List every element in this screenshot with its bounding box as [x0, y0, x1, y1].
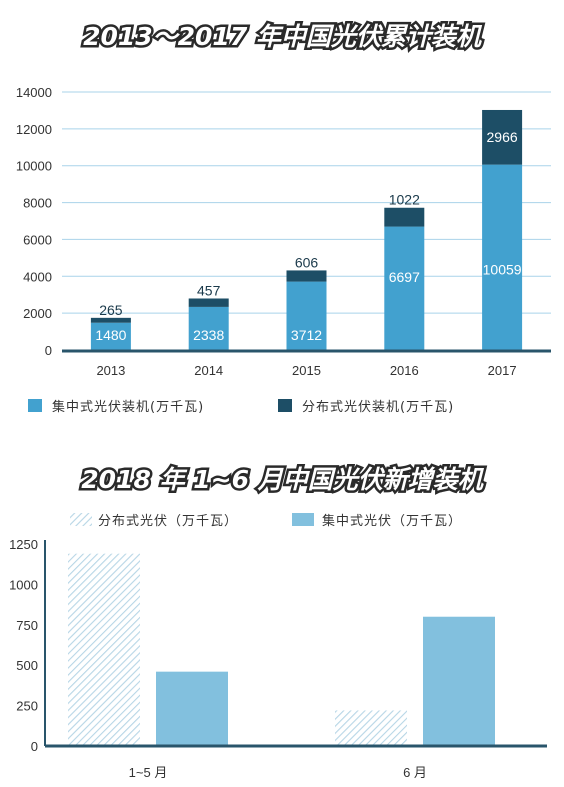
- bar-distributed: [384, 207, 425, 227]
- bar-distributed: [286, 270, 327, 282]
- legend-swatch-distributed: [278, 399, 292, 412]
- bar-centralized-new: [156, 671, 228, 746]
- y-tick-label: 1250: [9, 537, 38, 552]
- x-category-label: 2016: [390, 363, 419, 378]
- y-tick-label: 500: [16, 658, 38, 673]
- bar-centralized-new: [423, 616, 495, 746]
- chart2-x-axis: 1~5 月 6 月: [129, 765, 427, 780]
- x-category-label: 6 月: [403, 765, 427, 780]
- bar-centralized: [482, 164, 523, 350]
- legend-label-centralized: 集中式光伏装机(万千瓦): [52, 399, 204, 415]
- data-label-centralized: 2338: [193, 327, 224, 343]
- bar-distributed: [90, 317, 131, 323]
- y-tick-label: 10000: [16, 159, 52, 174]
- y-tick-label: 8000: [23, 196, 52, 211]
- bar-distributed: [482, 109, 523, 165]
- bar-distributed-new: [68, 553, 140, 746]
- x-category-label: 2013: [96, 363, 125, 378]
- y-tick-label: 4000: [23, 269, 52, 284]
- x-category-label: 2017: [488, 363, 517, 378]
- x-category-label: 2014: [194, 363, 223, 378]
- data-label-distributed: 265: [99, 302, 123, 318]
- chart1-title: 2013～2017 年中国光伏累计装机: [83, 22, 483, 51]
- data-label-centralized: 10059: [483, 262, 522, 278]
- x-category-label: 1~5 月: [129, 765, 168, 780]
- data-label-distributed: 2966: [487, 129, 518, 145]
- x-category-label: 2015: [292, 363, 321, 378]
- y-tick-label: 1000: [9, 577, 38, 592]
- y-tick-label: 0: [31, 739, 38, 754]
- y-tick-label: 750: [16, 618, 38, 633]
- legend-swatch-centralized: [28, 399, 42, 412]
- bar-centralized: [384, 226, 425, 350]
- data-label-distributed: 1022: [389, 192, 420, 208]
- bar-centralized: [188, 306, 229, 350]
- y-tick-label: 0: [45, 343, 52, 358]
- y-tick-label: 14000: [16, 85, 52, 100]
- legend-swatch-distributed-new: [70, 513, 92, 526]
- data-label-distributed: 457: [197, 282, 221, 298]
- legend-swatch-centralized-new: [292, 513, 314, 526]
- chart2-legend: 分布式光伏（万千瓦） 集中式光伏（万千瓦）: [70, 513, 462, 529]
- y-tick-label: 6000: [23, 232, 52, 247]
- chart1-legend: 集中式光伏装机(万千瓦) 分布式光伏装机(万千瓦): [28, 399, 454, 415]
- legend-label-centralized-new: 集中式光伏（万千瓦）: [322, 513, 462, 529]
- data-label-distributed: 606: [295, 254, 319, 270]
- bar-distributed-new: [335, 710, 407, 746]
- chart2-title: 2018 年 1~6 月中国光伏新增装机: [81, 465, 484, 494]
- cumulative-capacity-chart: 2013～2017 年中国光伏累计装机 0 2000 4000 6000 8000 100…: [16, 20, 551, 415]
- y-tick-label: 2000: [23, 306, 52, 321]
- y-tick-label: 250: [16, 699, 38, 714]
- bar-distributed: [188, 298, 229, 307]
- chart2-y-axis: 0 250 500 750 1000 1250: [9, 537, 46, 754]
- legend-label-distributed: 分布式光伏装机(万千瓦): [302, 400, 454, 415]
- bar-centralized: [286, 281, 327, 350]
- chart1-bars: 1480 265 2338 457 3712 606 6697 1022 10059 2966: [90, 109, 523, 350]
- new-capacity-chart: 2018 年 1~6 月中国光伏新增装机 分布式光伏（万千瓦） 集中式光伏（万千…: [9, 463, 547, 780]
- legend-label-distributed-new: 分布式光伏（万千瓦）: [98, 514, 238, 529]
- chart1-gridlines: [62, 91, 551, 314]
- data-label-centralized: 6697: [389, 269, 420, 285]
- data-label-centralized: 1480: [95, 327, 126, 343]
- chart2-bars: [68, 553, 495, 746]
- y-tick-label: 12000: [16, 122, 52, 137]
- chart1-x-axis: 2013 2014 2015 2016 2017: [96, 363, 516, 378]
- data-label-centralized: 3712: [291, 327, 322, 343]
- bar-centralized: [90, 322, 131, 350]
- chart1-y-axis: 0 2000 4000 6000 8000 10000 12000 14000: [16, 85, 52, 358]
